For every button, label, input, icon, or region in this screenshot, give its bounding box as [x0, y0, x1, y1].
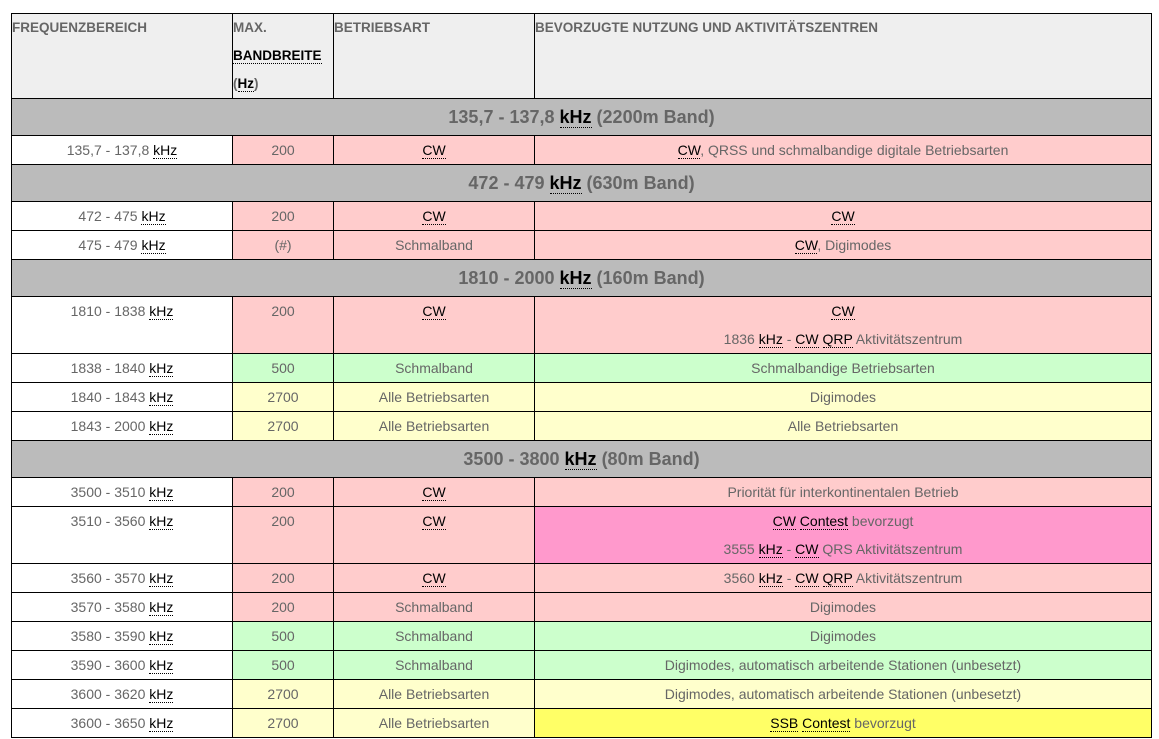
abbr-contest[interactable]: Contest: [799, 513, 849, 530]
abbr-cw[interactable]: CW: [831, 303, 855, 320]
abbr-cw[interactable]: CW: [422, 484, 446, 501]
table-row: 3600 - 3650 kHz 2700 Alle Betriebsarten …: [11, 708, 1152, 738]
abbr-khz[interactable]: kHz: [149, 657, 174, 674]
table-row: 475 - 479 kHz (#) Schmalband CW, Digimod…: [11, 230, 1152, 260]
header-mode: BETRIEBSART: [333, 13, 535, 99]
abbr-cw[interactable]: CW: [831, 208, 855, 225]
table-row: 3510 - 3560 kHz 200 CW CW Contest bevorz…: [11, 506, 1152, 564]
abbr-qrp[interactable]: QRP: [822, 570, 853, 587]
table-row: 1810 - 1838 kHz 200 CW CW 1836 kHz - CW …: [11, 296, 1152, 354]
table-row: 472 - 475 kHz 200 CW CW: [11, 201, 1152, 231]
abbr-khz[interactable]: kHz: [559, 268, 592, 289]
abbr-cw[interactable]: CW: [422, 570, 446, 587]
abbr-cw[interactable]: CW: [422, 208, 446, 225]
abbr-cw[interactable]: CW: [772, 513, 796, 530]
header-usage: BEVORZUGTE NUTZUNG UND AKTIVITÄTSZENTREN: [534, 13, 1152, 99]
abbr-cw[interactable]: CW: [795, 331, 819, 348]
abbr-cw[interactable]: CW: [677, 142, 701, 159]
abbr-khz[interactable]: kHz: [141, 208, 166, 225]
band-header-80m: 3500 - 3800 kHz (80m Band): [11, 440, 1152, 478]
abbr-contest[interactable]: Contest: [802, 715, 851, 732]
band-header-630m: 472 - 479 kHz (630m Band): [11, 164, 1152, 202]
header-frequency: FREQUENZBEREICH: [11, 13, 233, 99]
table-row: 1843 - 2000 kHz 2700 Alle Betriebsarten …: [11, 411, 1152, 441]
abbr-khz[interactable]: kHz: [149, 686, 174, 703]
abbr-qrp[interactable]: QRP: [822, 331, 853, 348]
abbr-cw[interactable]: CW: [795, 541, 819, 558]
abbr-khz[interactable]: kHz: [758, 541, 783, 558]
table-row: 3590 - 3600 kHz 500 Schmalband Digimodes…: [11, 650, 1152, 680]
abbr-khz[interactable]: kHz: [758, 570, 783, 587]
table-row: 3600 - 3620 kHz 2700 Alle Betriebsarten …: [11, 679, 1152, 709]
table-row: 1838 - 1840 kHz 500 Schmalband Schmalban…: [11, 353, 1152, 383]
header-bandwidth: MAX. BANDBREITE (Hz): [232, 13, 334, 99]
band-header-160m: 1810 - 2000 kHz (160m Band): [11, 259, 1152, 297]
abbr-bandbreite[interactable]: BANDBREITE: [233, 48, 322, 64]
abbr-khz[interactable]: kHz: [141, 237, 166, 254]
abbr-ssb[interactable]: SSB: [770, 715, 799, 732]
table-row: 3570 - 3580 kHz 200 Schmalband Digimodes: [11, 592, 1152, 622]
abbr-khz[interactable]: kHz: [149, 628, 174, 645]
abbr-cw[interactable]: CW: [422, 142, 446, 159]
abbr-khz[interactable]: kHz: [149, 418, 174, 435]
abbr-cw[interactable]: CW: [794, 237, 818, 254]
table-row: 3560 - 3570 kHz 200 CW 3560 kHz - CW QRP…: [11, 563, 1152, 593]
abbr-khz[interactable]: kHz: [564, 449, 597, 470]
abbr-khz[interactable]: kHz: [149, 570, 174, 587]
abbr-khz[interactable]: kHz: [149, 303, 174, 320]
abbr-khz[interactable]: kHz: [149, 513, 174, 530]
table-row: 1840 - 1843 kHz 2700 Alle Betriebsarten …: [11, 382, 1152, 412]
abbr-khz[interactable]: kHz: [149, 715, 174, 732]
band-header-2200m: 135,7 - 137,8 kHz (2200m Band): [11, 98, 1152, 136]
abbr-hz[interactable]: Hz: [237, 76, 254, 92]
abbr-khz[interactable]: kHz: [149, 599, 174, 616]
abbr-khz[interactable]: kHz: [153, 142, 178, 159]
abbr-khz[interactable]: kHz: [149, 360, 174, 377]
bandplan-table: FREQUENZBEREICH MAX. BANDBREITE (Hz) BET…: [11, 13, 1152, 738]
abbr-khz[interactable]: kHz: [149, 389, 174, 406]
abbr-cw[interactable]: CW: [795, 570, 819, 587]
abbr-khz[interactable]: kHz: [149, 484, 174, 501]
abbr-khz[interactable]: kHz: [559, 107, 592, 128]
abbr-khz[interactable]: kHz: [549, 173, 582, 194]
table-row: 3500 - 3510 kHz 200 CW Priorität für int…: [11, 477, 1152, 507]
abbr-khz[interactable]: kHz: [758, 331, 783, 348]
abbr-cw[interactable]: CW: [422, 303, 446, 320]
abbr-cw[interactable]: CW: [422, 513, 446, 530]
table-row: 3580 - 3590 kHz 500 Schmalband Digimodes: [11, 621, 1152, 651]
table-row: 135,7 - 137,8 kHz 200 CW CW, QRSS und sc…: [11, 135, 1152, 165]
header-row: FREQUENZBEREICH MAX. BANDBREITE (Hz) BET…: [11, 13, 1152, 99]
